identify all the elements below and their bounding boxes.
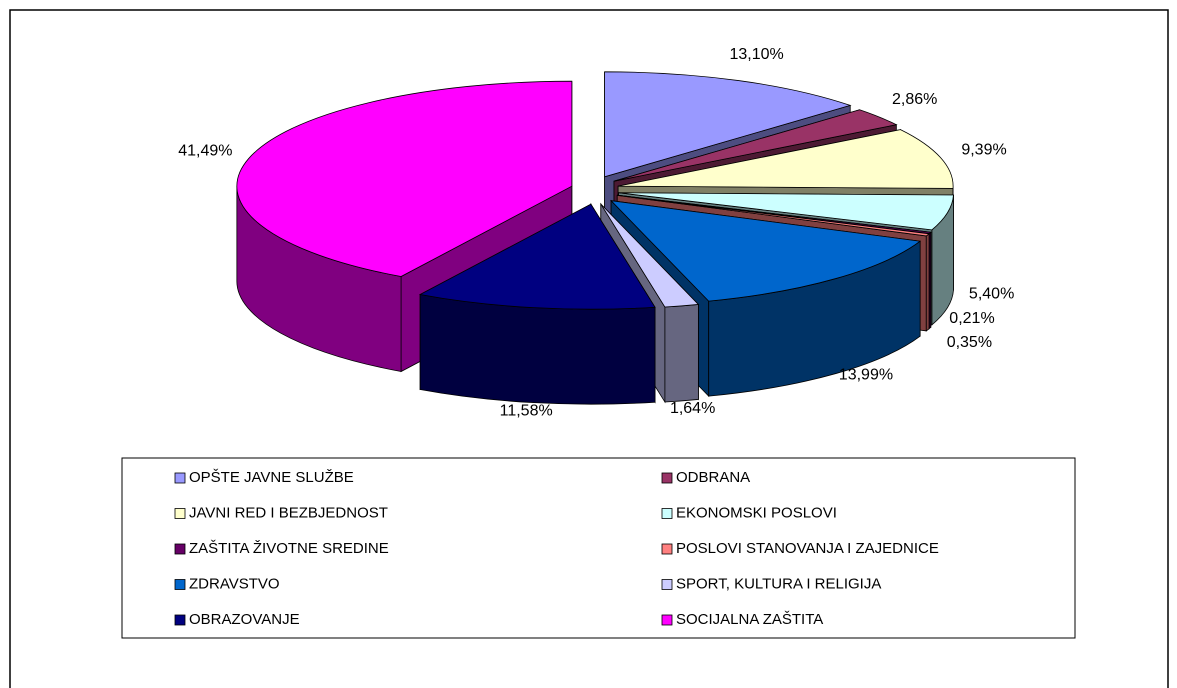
data-label: 0,21%: [949, 310, 994, 327]
legend-label: SPORT, KULTURA I RELIGIJA: [676, 575, 881, 592]
legend-label: ZDRAVSTVO: [189, 575, 280, 592]
legend-box: [121, 457, 1076, 639]
pie-slice: [618, 129, 954, 189]
pie-slice: [610, 200, 922, 302]
legend-label: ZAŠTITA ŽIVOTNE SREDINE: [189, 540, 389, 557]
legend-label: OBRAZOVANJE: [189, 611, 300, 628]
data-label: 0,35%: [947, 334, 992, 351]
data-label: 9,39%: [961, 141, 1006, 158]
pie-slice: [418, 203, 656, 310]
pie-slice: [613, 109, 898, 182]
legend-swatch: [174, 543, 186, 555]
legend-label: ODBRANA: [676, 469, 750, 486]
legend-label: EKONOMSKI POSLOVI: [676, 504, 837, 521]
legend-swatch: [174, 472, 186, 484]
data-label: 13,99%: [839, 367, 893, 384]
slice-side: [925, 232, 930, 332]
legend-swatch: [661, 579, 673, 590]
legend-swatch: [661, 472, 673, 484]
legend-swatch: [661, 543, 673, 555]
slice-side: [419, 294, 656, 405]
legend-label: POSLOVI STANOVANJA I ZAJEDNICE: [676, 540, 939, 557]
data-label: 13,10%: [729, 46, 783, 63]
legend-swatch: [174, 508, 186, 519]
data-label: 5,40%: [969, 285, 1014, 302]
data-label: 1,64%: [670, 400, 715, 417]
pie-slice: [236, 80, 573, 277]
legend-label: OPŠTE JAVNE SLUŽBE: [189, 469, 354, 486]
legend-swatch: [661, 508, 673, 519]
legend-swatch: [661, 614, 673, 626]
pie-slice: [604, 71, 852, 178]
pie: [236, 71, 954, 405]
pie-slice: [600, 203, 700, 308]
legend-swatch: [174, 614, 186, 626]
slice: [418, 202, 656, 405]
pie-slice: [618, 192, 954, 231]
legend-label: JAVNI RED I BEZBJEDNOST: [189, 504, 388, 521]
legend-label: SOCIJALNA ZAŠTITA: [676, 611, 823, 628]
data-label: 41,49%: [178, 142, 232, 159]
legend-swatch: [174, 579, 186, 590]
data-label: 2,86%: [892, 91, 937, 108]
slice-side: [664, 303, 699, 403]
pie-slice: [617, 195, 931, 237]
data-label: 11,58%: [500, 402, 553, 419]
